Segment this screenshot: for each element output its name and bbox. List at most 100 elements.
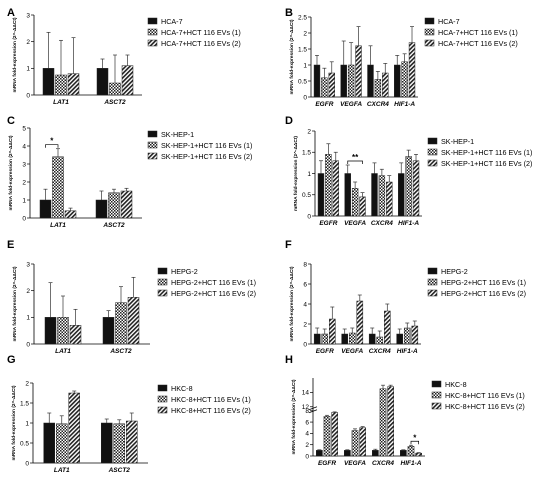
y-tick-label: 1.5: [20, 400, 29, 407]
legend-swatch: [424, 39, 435, 47]
bar: [115, 302, 127, 345]
bar: [39, 199, 52, 219]
y-tick-label: 4: [22, 143, 26, 150]
x-tick-label: ASCT2: [108, 467, 131, 474]
legend-swatch: [157, 395, 168, 403]
x-tick-label: HIF1-A: [401, 460, 422, 467]
legend-swatch: [157, 384, 168, 392]
y-tick-label: 1: [26, 315, 30, 322]
y-tick-label: 0: [26, 341, 30, 348]
bar: [102, 317, 115, 345]
legend-swatch: [157, 267, 168, 275]
x-tick-label: CXCR4: [371, 220, 393, 227]
y-tick-label: 0: [307, 213, 311, 220]
bar: [374, 79, 382, 98]
y-tick-label: 4: [303, 301, 307, 308]
y-tick-label: 1.5: [298, 46, 307, 53]
legend-label: HCA-7+HCT 116 EVs (1): [438, 28, 518, 37]
legend-swatch: [427, 289, 438, 297]
bar: [396, 333, 403, 345]
y-axis-label: mRNA fold-expression (2^-ΔΔCt): [289, 19, 295, 94]
legend-swatch: [431, 391, 442, 399]
panel-letter: D: [285, 115, 293, 127]
legend-swatch: [424, 28, 435, 36]
bar: [398, 173, 405, 217]
y-axis-label: mRNA fold-expression (2^-ΔΔCt): [12, 266, 18, 341]
bar: [120, 190, 133, 219]
legend-label: HCA-7: [161, 17, 183, 26]
y-tick-label: 2: [303, 321, 307, 328]
bar: [351, 430, 359, 457]
legend-label: HCA-7+HCT 116 EVs (2): [438, 39, 518, 48]
panel-letter: E: [7, 239, 14, 251]
panel-E: E 0 1 2 3 mRNA fold-expression (2^-ΔΔCt) LAT1 A…: [7, 239, 256, 355]
bar: [317, 173, 325, 217]
bar: [96, 68, 109, 96]
legend-swatch: [147, 130, 158, 138]
bar: [43, 422, 55, 464]
bar: [55, 74, 67, 96]
y-tick-label: 2: [303, 30, 307, 37]
bar: [405, 156, 412, 217]
x-tick-label: VEGFA: [344, 460, 366, 467]
legend-label: SK-HEP-1+HCT 116 EVs (2): [441, 159, 532, 168]
y-tick-label: 3: [26, 261, 30, 268]
significance-label: *: [413, 433, 417, 442]
x-tick-label: HIF1-A: [398, 220, 419, 227]
bar: [359, 427, 366, 457]
y-tick-label: 0: [25, 460, 29, 467]
significance-label: *: [50, 137, 54, 146]
panel-A: A 0 1 2 3 mRNA fold-expression (2^-ΔΔCt) LAT1 A…: [7, 7, 241, 106]
bar: [356, 300, 364, 345]
bar: [56, 423, 68, 464]
x-tick-label: ASCT2: [102, 222, 125, 229]
significance-label: **: [352, 153, 359, 162]
bar: [67, 73, 80, 96]
bar: [113, 423, 125, 464]
bar: [344, 450, 351, 457]
bar: [95, 199, 108, 219]
bar: [407, 446, 415, 457]
bar: [355, 45, 362, 98]
y-tick-label: 8: [305, 408, 309, 415]
legend-label: HCA-7+HCT 116 EVs (2): [161, 39, 241, 48]
y-axis-label: mRNA fold-expression (2^-ΔΔCt): [291, 379, 297, 454]
bar: [386, 181, 393, 217]
y-tick-label: 2: [22, 179, 26, 186]
y-tick-label: 0: [305, 453, 309, 460]
bar: [415, 452, 422, 457]
bar: [348, 332, 356, 345]
x-tick-label: CXCR4: [372, 460, 394, 467]
bar: [368, 333, 376, 345]
bar: [44, 317, 57, 345]
y-tick-label: 0: [303, 341, 307, 348]
significance-bracket: [45, 144, 59, 148]
y-tick-label: 6: [305, 419, 309, 426]
x-tick-label: EGFR: [315, 101, 333, 108]
bar: [382, 72, 389, 98]
legend-label: HCA-7+HCT 116 EVs (1): [161, 28, 241, 37]
bar: [126, 420, 138, 464]
legend-swatch: [147, 152, 158, 160]
y-tick-label: 2: [305, 442, 309, 449]
bar: [412, 160, 420, 217]
legend-label: HKC-8+HCT 116 EVs (2): [445, 402, 525, 411]
y-tick-label: 0: [303, 94, 307, 101]
bar: [387, 386, 394, 457]
bar: [359, 196, 366, 217]
bar: [329, 318, 336, 345]
y-tick-label: 2: [26, 39, 30, 46]
bar: [68, 392, 80, 464]
x-tick-label: ASCT2: [103, 99, 126, 106]
y-tick-label: 14: [302, 390, 310, 397]
panel-letter: H: [285, 354, 293, 366]
legend-swatch: [427, 278, 438, 286]
bar: [313, 333, 321, 345]
legend-swatch: [157, 289, 168, 297]
legend-label: HKC-8: [445, 380, 467, 389]
legend-label: HKC-8+HCT 116 EVs (2): [171, 406, 251, 415]
x-tick-label: LAT1: [55, 348, 71, 355]
bar: [401, 61, 408, 98]
bar: [400, 450, 407, 457]
legend-label: HKC-8: [171, 384, 193, 393]
